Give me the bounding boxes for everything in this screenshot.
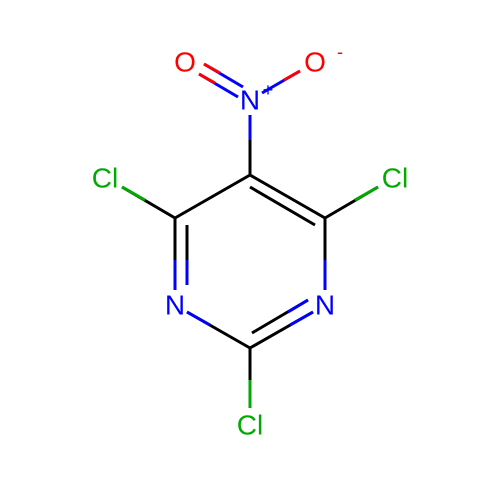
atom-cl12: Cl [92,163,118,194]
bond-n7-o8-ao [199,74,215,83]
bond-n3-c4-bn [288,300,308,312]
atom-cl11: Cl [237,410,263,441]
atom-o8: O [174,47,196,78]
bond-n7-o9-o [284,71,300,80]
bond-c4-n5-n [187,312,210,325]
molecule-diagram: N N N O O Cl Cl Cl + - [0,0,500,500]
bond-c1-c2-a [250,175,325,218]
atom-n7: N [240,85,260,116]
charge-o9-minus: - [337,42,343,62]
atom-o9: O [304,47,326,78]
bond-c6-cl-cl [122,187,145,200]
bond-n7-o8-bo [204,64,220,73]
atom-n3: N [315,290,335,321]
atom-cl10: Cl [382,163,408,194]
bond-n3-c4-an [290,312,313,325]
bond-c2-cl-cl [355,187,378,200]
charge-n7-plus: + [263,80,274,100]
bond-c6-c1 [175,175,250,218]
atom-n5: N [165,290,185,321]
